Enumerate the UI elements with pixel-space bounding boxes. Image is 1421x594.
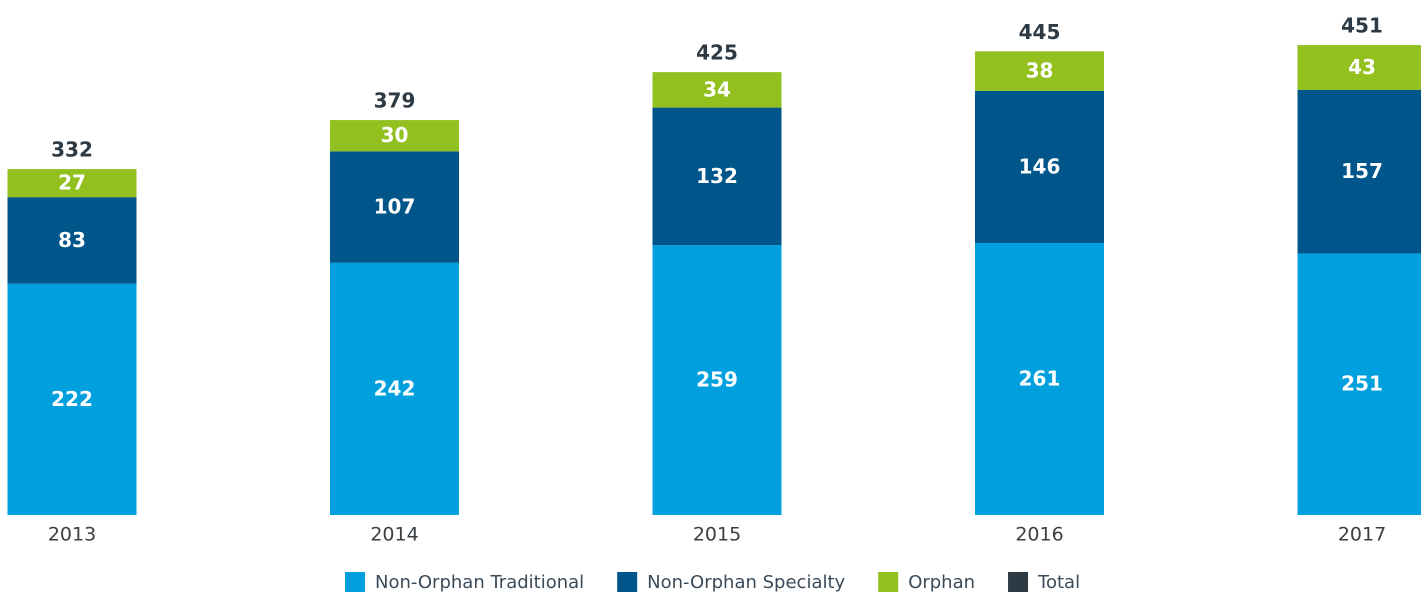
- total-label: 425: [696, 41, 738, 65]
- bar-segment: [975, 51, 1104, 91]
- segment-label: 242: [374, 376, 416, 400]
- segment-label: 222: [51, 387, 93, 411]
- bar-segment: [975, 243, 1104, 515]
- segment-label: 27: [58, 171, 86, 195]
- legend-label: Total: [1037, 572, 1080, 593]
- legend-swatch: [878, 572, 899, 592]
- segment-label: 251: [1341, 372, 1383, 396]
- x-tick-label: 2016: [1015, 524, 1063, 546]
- bar-segment: [652, 245, 782, 515]
- total-label: 332: [51, 138, 93, 162]
- segment-label: 107: [374, 195, 416, 219]
- bar-segment: [1297, 45, 1421, 90]
- total-label: 445: [1019, 20, 1061, 44]
- legend-label: Non-Orphan Specialty: [647, 572, 845, 593]
- bar-segment: [975, 90, 1104, 244]
- x-tick-label: 2015: [693, 524, 741, 546]
- legend-label: Non-Orphan Traditional: [375, 572, 584, 593]
- segment-label: 83: [58, 228, 86, 252]
- bar-segment: [7, 169, 137, 198]
- segment-label: 34: [703, 77, 731, 101]
- segment-label: 43: [1348, 55, 1376, 79]
- legend-swatch: [617, 572, 638, 592]
- bar-segment: [652, 72, 782, 108]
- bar-segment: [330, 151, 459, 263]
- bar-segment: [330, 120, 459, 152]
- bar-segment: [7, 283, 137, 515]
- x-tick-label: 2017: [1338, 524, 1386, 546]
- bar-segment: [330, 262, 459, 515]
- segment-label: 132: [696, 164, 738, 188]
- segment-label: 157: [1341, 159, 1383, 183]
- segment-label: 146: [1019, 154, 1061, 178]
- bar-segment: [7, 197, 137, 284]
- total-label: 451: [1341, 14, 1383, 38]
- legend-label: Orphan: [908, 572, 975, 593]
- segment-label: 30: [381, 123, 409, 147]
- segment-label: 38: [1026, 59, 1054, 83]
- segment-label: 259: [696, 368, 738, 392]
- legend-swatch: [345, 572, 365, 592]
- x-tick-label: 2014: [370, 524, 418, 546]
- total-label: 379: [374, 89, 416, 113]
- bar-segment: [1297, 89, 1421, 254]
- legend-swatch: [1008, 572, 1029, 592]
- bar-segment: [652, 107, 782, 246]
- segment-label: 261: [1019, 367, 1061, 391]
- x-tick-label: 2013: [48, 524, 96, 546]
- bar-segment: [1297, 253, 1421, 515]
